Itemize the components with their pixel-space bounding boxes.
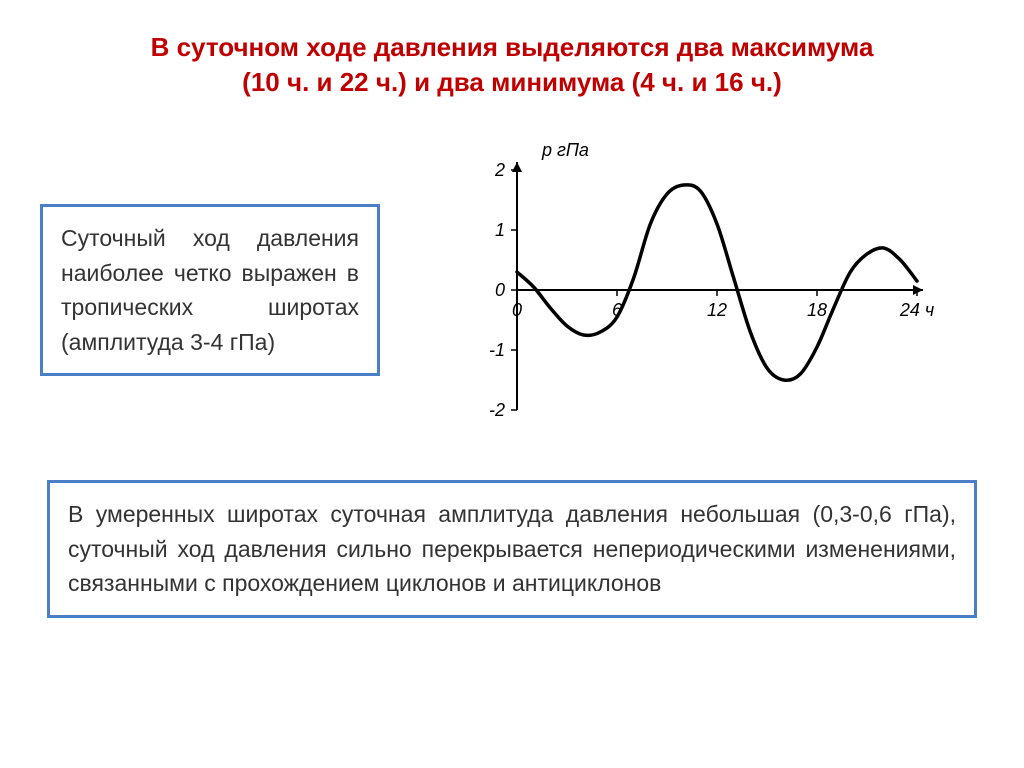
info-box-tropics: Суточный ход давления наиболее четко выр… xyxy=(40,204,380,376)
info-box-tropics-text: Суточный ход давления наиболее четко выр… xyxy=(61,225,359,355)
pressure-chart: р гПа-2-101206121824 ч xyxy=(457,130,937,450)
svg-text:24 ч: 24 ч xyxy=(899,300,934,320)
svg-text:18: 18 xyxy=(807,300,827,320)
title-line-1: В суточном ходе давления выделяются два … xyxy=(151,32,874,62)
svg-text:1: 1 xyxy=(495,220,505,240)
svg-text:-1: -1 xyxy=(489,340,505,360)
svg-text:0: 0 xyxy=(495,280,505,300)
page-title: В суточном ходе давления выделяются два … xyxy=(40,30,984,100)
title-line-2: (10 ч. и 22 ч.) и два минимума (4 ч. и 1… xyxy=(242,67,782,97)
info-box-temperate: В умеренных широтах суточная амплитуда д… xyxy=(47,480,977,618)
svg-text:р гПа: р гПа xyxy=(541,140,589,160)
middle-row: Суточный ход давления наиболее четко выр… xyxy=(40,130,984,450)
svg-text:2: 2 xyxy=(494,160,505,180)
svg-text:-2: -2 xyxy=(489,400,505,420)
svg-text:0: 0 xyxy=(512,300,522,320)
chart-container: р гПа-2-101206121824 ч xyxy=(410,130,984,450)
svg-text:12: 12 xyxy=(707,300,727,320)
info-box-temperate-text: В умеренных широтах суточная амплитуда д… xyxy=(68,501,956,596)
